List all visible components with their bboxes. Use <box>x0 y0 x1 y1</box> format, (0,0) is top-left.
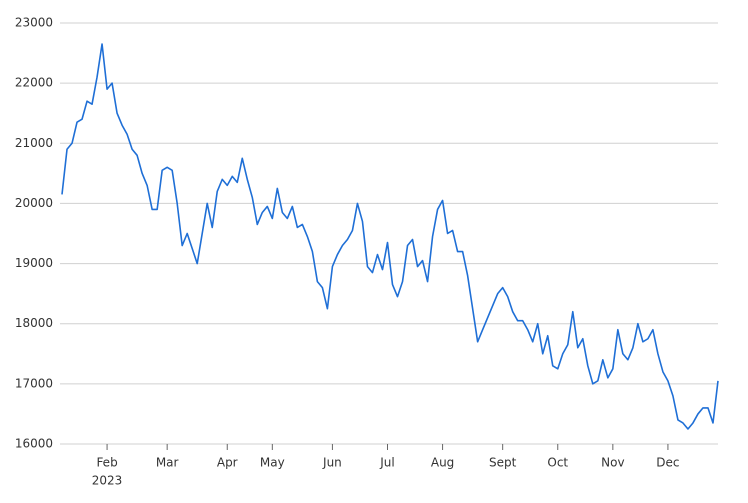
line-series <box>61 43 719 430</box>
y-tick-label: 16000 <box>15 437 53 451</box>
x-tick-label: Nov <box>601 456 624 470</box>
y-tick-label: 22000 <box>15 76 53 90</box>
y-tick-label: 23000 <box>15 16 53 30</box>
y-tick-label: 21000 <box>15 136 53 150</box>
x-year-label: 2023 <box>92 474 123 488</box>
y-tick-label: 19000 <box>15 256 53 270</box>
x-tick-label: May <box>260 456 285 470</box>
x-tick-label: Oct <box>547 456 568 470</box>
x-tick-label: Dec <box>656 456 679 470</box>
y-tick-label: 18000 <box>15 316 53 330</box>
x-tick-label: Jun <box>322 456 342 470</box>
x-tick-label: Apr <box>217 456 238 470</box>
x-tick-label: Feb <box>96 456 117 470</box>
x-tick-label: Sept <box>489 456 517 470</box>
y-tick-label: 20000 <box>15 196 53 210</box>
x-tick-label: Aug <box>431 456 454 470</box>
x-tick-label: Mar <box>156 456 179 470</box>
x-tick-label: Jul <box>379 456 394 470</box>
y-tick-label: 17000 <box>15 376 53 390</box>
